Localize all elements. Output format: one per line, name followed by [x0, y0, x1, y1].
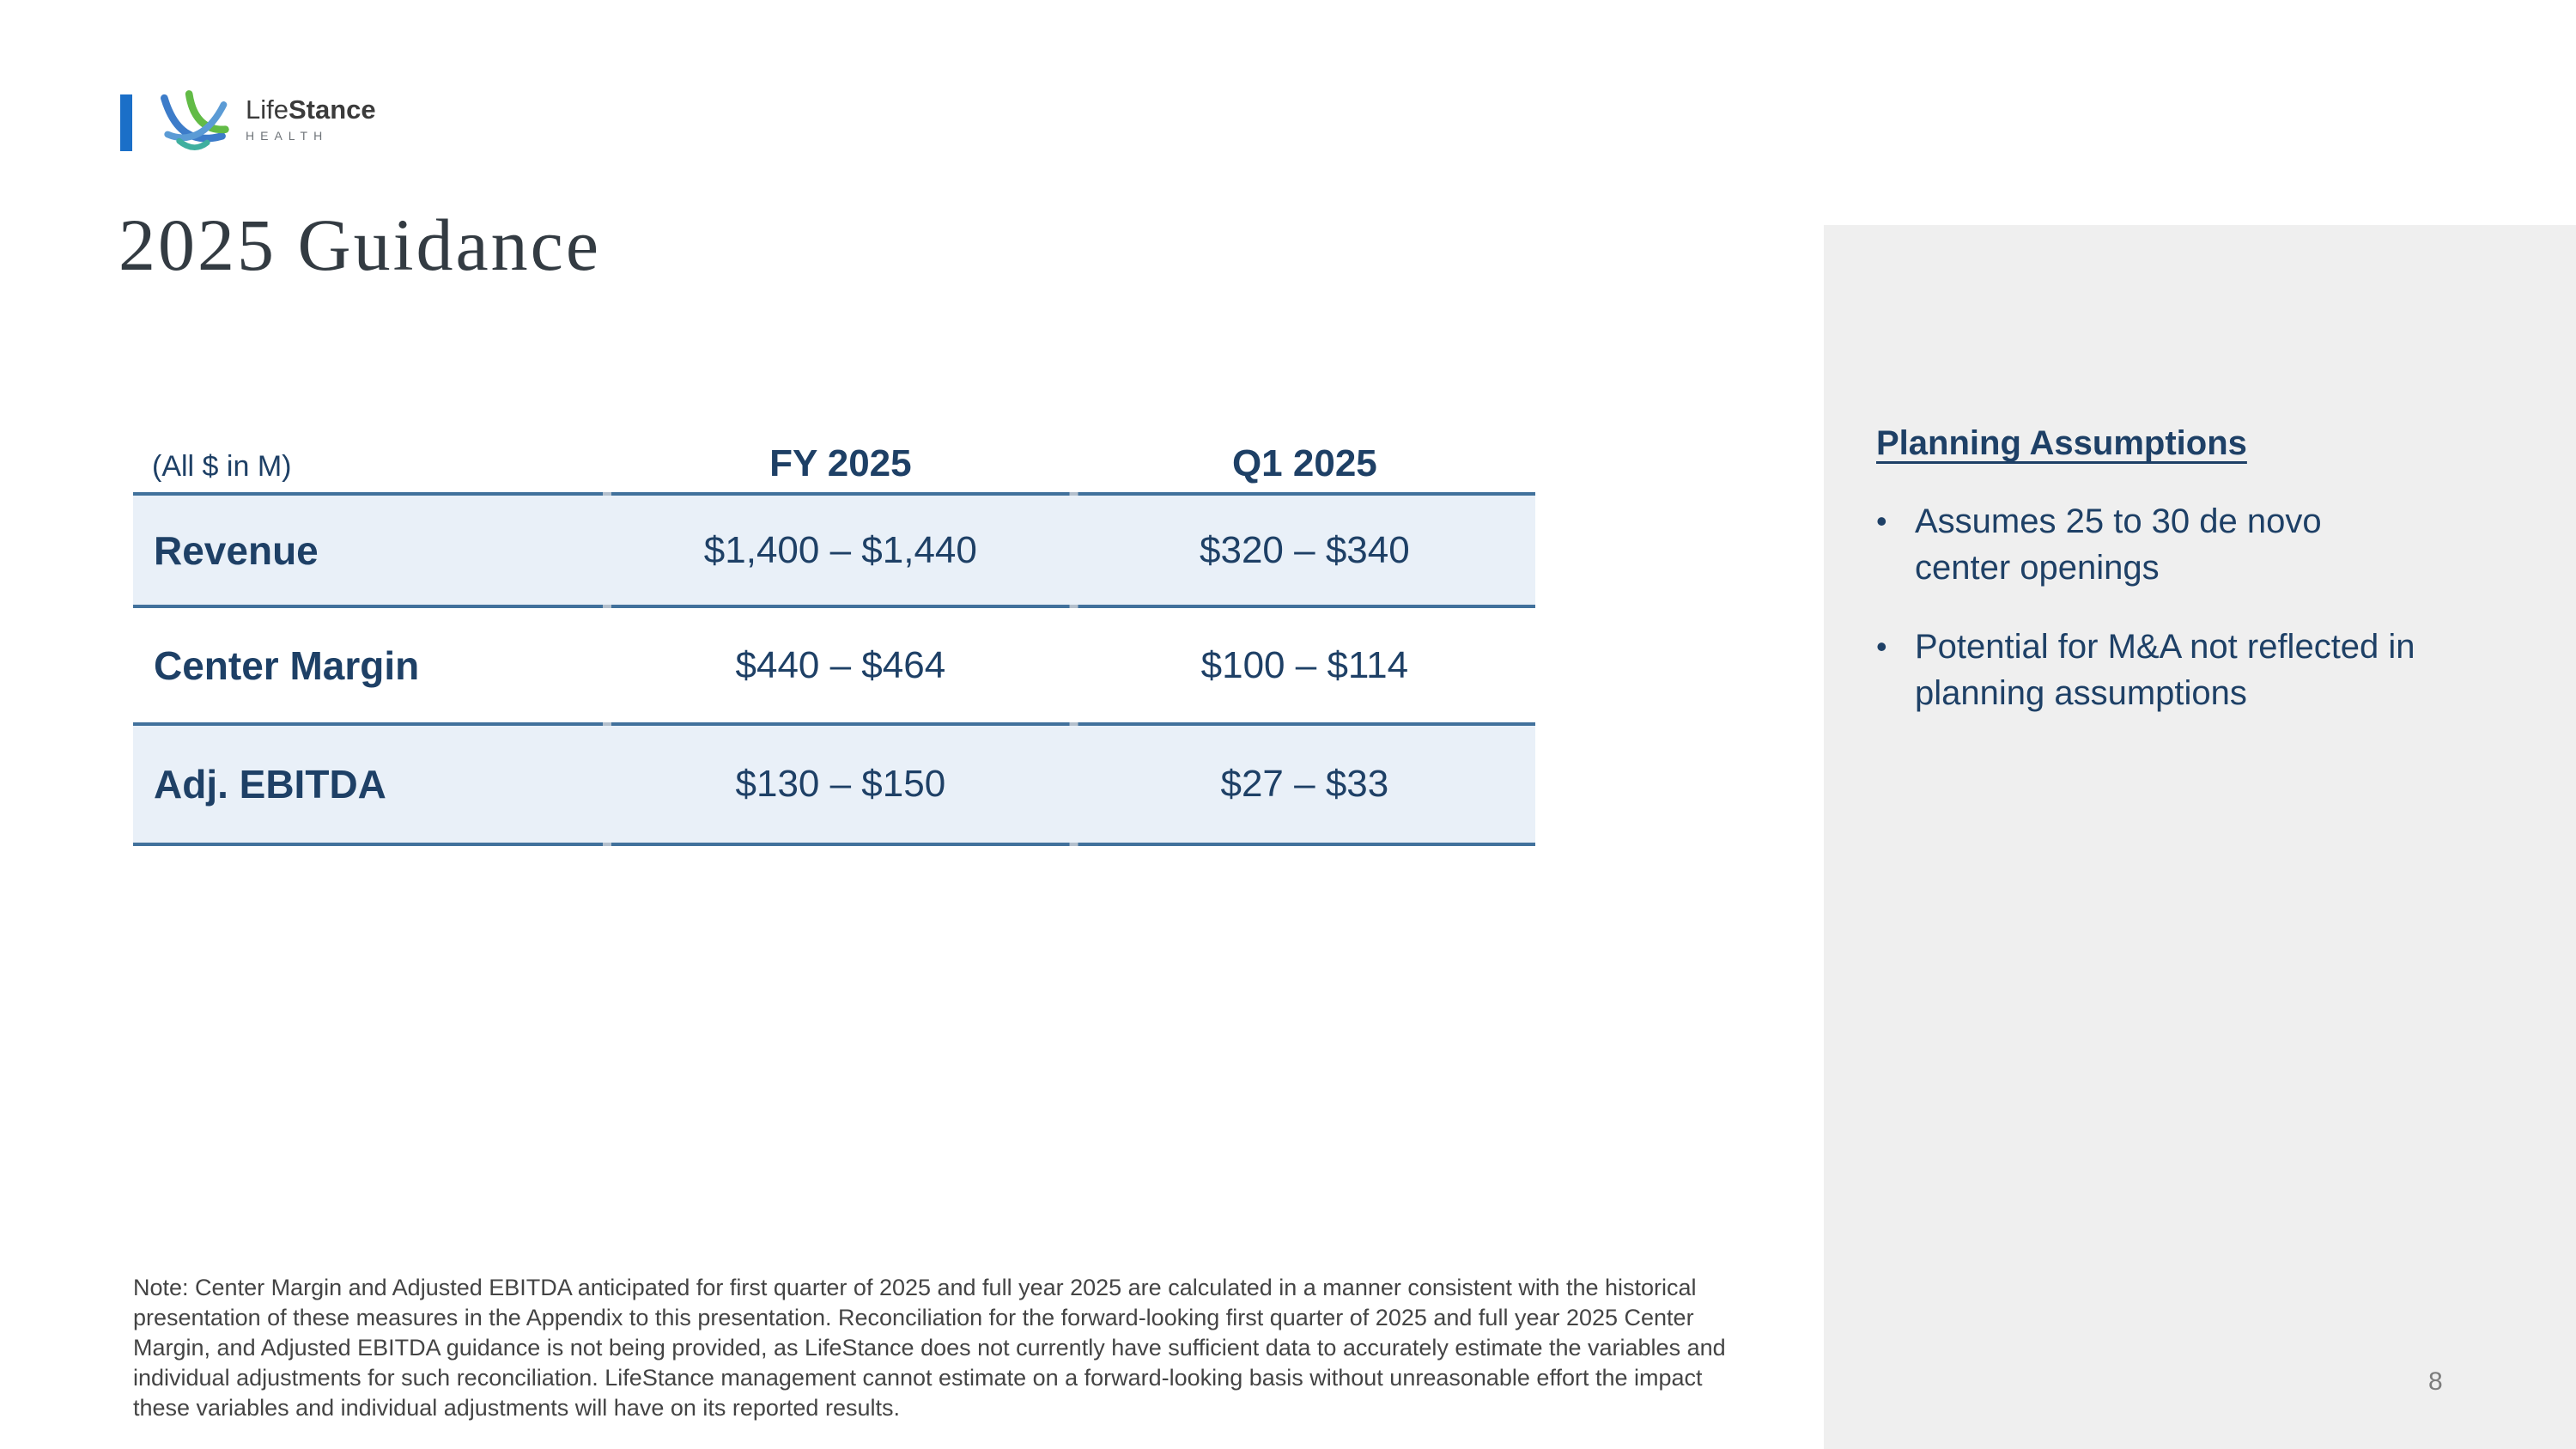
row-label: Revenue — [154, 527, 319, 573]
table-unit-label: (All $ in M) — [152, 450, 292, 483]
row-value-q1: $320 – $340 — [1200, 528, 1410, 571]
row-value-fy: $130 – $150 — [735, 763, 946, 805]
lifestance-logo-mark-icon — [161, 90, 229, 150]
row-value-fy: $440 – $464 — [735, 643, 946, 686]
brand-subtitle: HEALTH — [246, 129, 329, 143]
table-divider — [133, 492, 1535, 496]
table-header-row: (All $ in M) FY 2025 Q1 2025 — [133, 429, 1535, 492]
table-divider — [133, 843, 1535, 846]
logo-accent-bar — [120, 94, 132, 151]
guidance-table: (All $ in M) FY 2025 Q1 2025 Revenue $1,… — [133, 429, 1535, 846]
lifestance-logo: LifeStance HEALTH — [120, 89, 376, 156]
table-row-revenue: Revenue $1,400 – $1,440 $320 – $340 — [133, 496, 1535, 605]
logo-text: LifeStance HEALTH — [246, 96, 376, 143]
table-divider — [133, 605, 1535, 608]
column-header-fy-2025: FY 2025 — [769, 442, 912, 484]
row-value-q1: $27 – $33 — [1220, 763, 1389, 805]
footnote: Note: Center Margin and Adjusted EBITDA … — [133, 1275, 1726, 1421]
list-item: Potential for M&A not reflected in plann… — [1876, 624, 2477, 716]
row-value-q1: $100 – $114 — [1200, 643, 1409, 686]
planning-assumptions-heading: Planning Assumptions — [1876, 424, 2247, 462]
row-label: Center Margin — [154, 642, 420, 688]
slide-title: 2025 Guidance — [118, 204, 602, 286]
column-header-q1-2025: Q1 2025 — [1231, 442, 1377, 484]
planning-assumptions-panel: Planning Assumptions Assumes 25 to 30 de… — [1824, 225, 2576, 1449]
table-row-center-margin: Center Margin $440 – $464 $100 – $114 — [133, 608, 1535, 722]
row-label: Adj. EBITDA — [154, 762, 386, 807]
brand-name: LifeStance — [246, 96, 376, 123]
row-value-fy: $1,400 – $1,440 — [703, 528, 977, 571]
brand-name-light: Life — [246, 94, 289, 125]
list-item: Assumes 25 to 30 de novo center openings — [1876, 498, 2477, 591]
table-divider — [133, 722, 1535, 726]
planning-assumptions-list: Assumes 25 to 30 de novo center openings… — [1876, 498, 2477, 749]
brand-name-bold: Stance — [288, 94, 376, 125]
table-row-adj-ebitda: Adj. EBITDA $130 – $150 $27 – $33 — [133, 726, 1535, 843]
page-number: 8 — [2428, 1367, 2443, 1396]
